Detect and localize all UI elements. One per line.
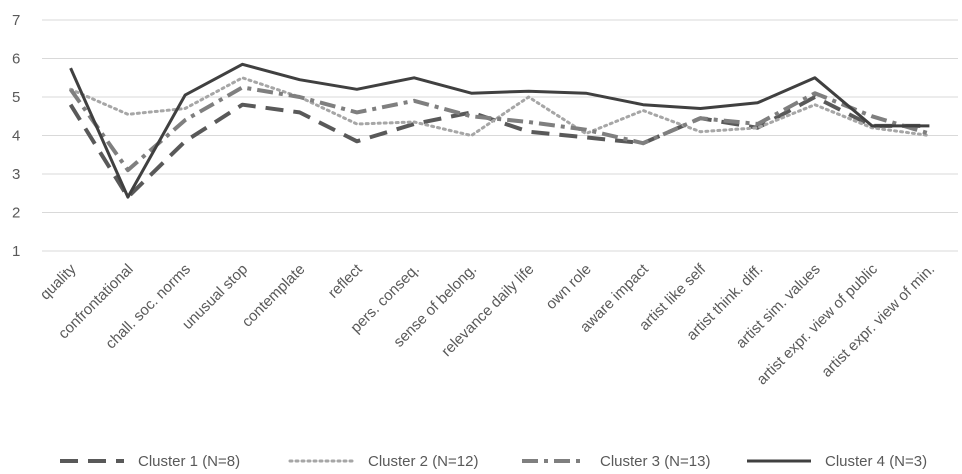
series-lines [68, 62, 931, 200]
legend-label-cluster-1-n-8: Cluster 1 (N=8) [138, 453, 240, 470]
y-axis-tick-labels: 1 2 3 4 5 6 7 [12, 12, 20, 260]
legend: Cluster 1 (N=8) Cluster 2 (N=12) Cluster 3… [60, 453, 927, 470]
y-tick-label-5: 5 [12, 89, 20, 106]
legend-label-cluster-4-n-3: Cluster 4 (N=3) [825, 453, 927, 470]
x-tick-label-quality: quality [37, 260, 80, 303]
y-tick-label-7: 7 [12, 12, 20, 29]
series-line-cluster-3-n-13 [68, 85, 930, 173]
y-tick-label-6: 6 [12, 51, 20, 68]
gridlines [42, 19, 958, 252]
x-tick-label-reflect: reflect [325, 260, 366, 301]
series-line-cluster-4-n-3 [69, 62, 930, 199]
legend-label-cluster-2-n-12: Cluster 2 (N=12) [368, 453, 478, 470]
legend-label-cluster-3-n-13: Cluster 3 (N=13) [600, 453, 710, 470]
x-tick-label-artist-expr-view-of-min: artist expr. view of min. [818, 261, 938, 381]
y-tick-label-4: 4 [12, 128, 20, 145]
y-tick-label-2: 2 [12, 205, 20, 222]
series-line-cluster-1-n-8 [68, 95, 930, 200]
series-line-cluster-2-n-12 [69, 76, 931, 137]
y-tick-label-3: 3 [12, 166, 20, 183]
x-tick-label-own-role: own role [543, 261, 595, 313]
y-tick-label-1: 1 [12, 243, 20, 260]
